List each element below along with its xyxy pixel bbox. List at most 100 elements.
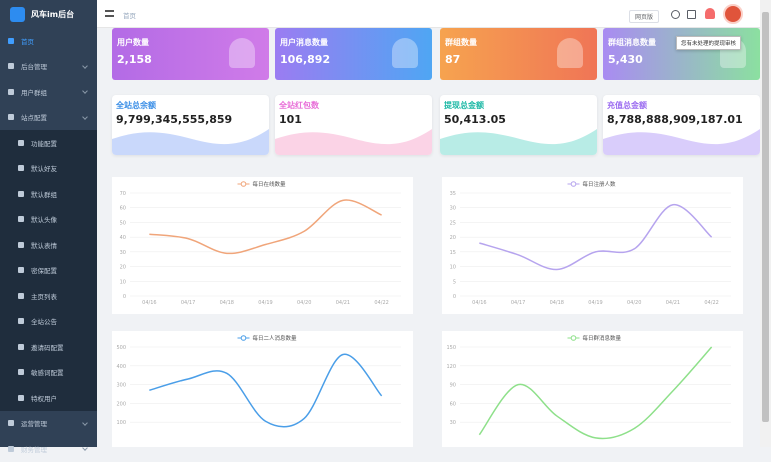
menu-arrow (82, 113, 88, 120)
menu-icon (18, 139, 24, 146)
menu-item[interactable]: 用户群组 (0, 79, 97, 105)
menu-label: 站点配置 (21, 114, 47, 123)
wave (440, 129, 597, 155)
menu-item[interactable]: 特权用户 (0, 385, 97, 411)
y-tick-label: 400 (116, 364, 126, 370)
y-tick-label: 10 (450, 265, 456, 271)
x-tick-label: 04/18 (550, 300, 564, 306)
legend-label: 每日注册人数 (583, 180, 617, 188)
menu-icon (18, 318, 24, 325)
y-tick-label: 30 (450, 206, 456, 212)
legend-marker (570, 335, 577, 341)
stat-value: 2,158 (117, 53, 152, 66)
y-tick-label: 0 (453, 294, 456, 300)
menu-item[interactable]: 默认好友 (0, 155, 97, 181)
menu-item[interactable]: 密保配置 (0, 257, 97, 283)
stat-label: 提现总金额 (444, 101, 484, 110)
stat-value: 50,413.05 (444, 113, 506, 126)
menu-label: 敏感词配置 (31, 369, 64, 378)
menu-item[interactable]: 运营管理 (0, 411, 97, 437)
avatar[interactable] (723, 4, 743, 24)
card-figure (557, 38, 583, 68)
menu-icon (18, 394, 24, 401)
y-tick-label: 100 (116, 420, 126, 426)
x-tick-label: 04/19 (258, 300, 272, 306)
menu-item[interactable]: 默认表情 (0, 232, 97, 258)
y-tick-label: 25 (450, 220, 456, 226)
menu-item[interactable]: 首页 (0, 28, 97, 54)
y-tick-label: 300 (116, 383, 126, 389)
menu-item[interactable]: 主页列表 (0, 283, 97, 309)
stat-card: 用户消息数量 106,892 (275, 28, 432, 80)
menu-label: 默认群组 (31, 190, 57, 199)
web-button[interactable]: 网页版 (629, 10, 660, 23)
stat-value: 5,430 (608, 53, 643, 66)
menu-item[interactable]: 财务管理 (0, 436, 97, 462)
card-figure (229, 38, 255, 68)
scrollbar[interactable] (760, 0, 771, 447)
menu-label: 默认头像 (31, 216, 57, 225)
y-tick-label: 5 (453, 279, 456, 285)
stat-card: 全站总余额 9,799,345,555,859 (112, 95, 269, 155)
menu-item[interactable]: 默认头像 (0, 206, 97, 232)
menu-item[interactable]: 全站公告 (0, 308, 97, 334)
x-tick-label: 04/17 (511, 300, 525, 306)
menu-label: 默认好友 (31, 165, 57, 174)
menu-label: 财务管理 (21, 445, 47, 454)
fullscreen-icon[interactable] (687, 10, 696, 19)
stat-label: 群组消息数量 (608, 38, 656, 47)
wave (603, 129, 760, 155)
x-tick-label: 04/21 (666, 300, 680, 306)
y-tick-label: 0 (123, 294, 126, 300)
menu-item[interactable]: 邀请码配置 (0, 334, 97, 360)
search-icon[interactable] (671, 10, 680, 19)
notification-icon[interactable] (705, 8, 715, 19)
y-tick-label: 20 (120, 265, 126, 271)
x-tick-label: 04/22 (704, 300, 718, 306)
menu-item[interactable]: 敏感词配置 (0, 359, 97, 385)
menu-icon (8, 114, 14, 121)
stat-label: 用户消息数量 (280, 38, 328, 47)
wave (275, 129, 432, 155)
tooltip: 您有未处理的提现审核 (676, 36, 742, 50)
stat-label: 全站红包数 (279, 101, 319, 110)
legend-marker (240, 335, 247, 341)
menu-label: 主页列表 (31, 292, 57, 301)
menu-item[interactable]: 站点配置 (0, 105, 97, 131)
x-tick-label: 04/22 (374, 300, 388, 306)
line (149, 199, 382, 255)
stat-label: 用户数量 (117, 38, 149, 47)
menu-item[interactable]: 默认群组 (0, 181, 97, 207)
y-tick-label: 30 (450, 420, 456, 426)
line (478, 346, 713, 440)
menu-label: 用户群组 (21, 88, 47, 97)
x-tick-label: 04/19 (588, 300, 602, 306)
menu-arrow (82, 419, 88, 426)
stat-value: 8,788,888,909,187.01 (607, 113, 743, 126)
y-tick-label: 20 (450, 235, 456, 241)
menu-icon (18, 292, 24, 299)
line (149, 353, 383, 428)
menu-label: 默认表情 (31, 241, 57, 250)
legend-marker (240, 181, 247, 187)
stat-value: 87 (445, 53, 461, 66)
menu-label: 全站公告 (31, 318, 57, 327)
hamburger[interactable] (105, 10, 114, 17)
menu-icon (8, 88, 14, 95)
menu-item[interactable]: 后台管理 (0, 54, 97, 80)
menu-label: 特权用户 (31, 394, 57, 403)
y-tick-label: 500 (116, 345, 126, 351)
menu-item[interactable]: 功能配置 (0, 130, 97, 156)
stat-value: 9,799,345,555,859 (116, 113, 233, 126)
stat-card: 全站红包数 101 (275, 95, 432, 155)
card-figure (392, 38, 418, 68)
stat-card: 群组数量 87 (440, 28, 597, 80)
stat-value: 101 (279, 113, 302, 126)
menu-icon (18, 267, 24, 274)
menu-label: 功能配置 (31, 139, 57, 148)
breadcrumb[interactable]: 首页 (123, 12, 136, 20)
logo-text: 风车im后台 (31, 9, 75, 19)
menu-icon (8, 37, 14, 44)
menu-label: 邀请码配置 (31, 343, 64, 352)
